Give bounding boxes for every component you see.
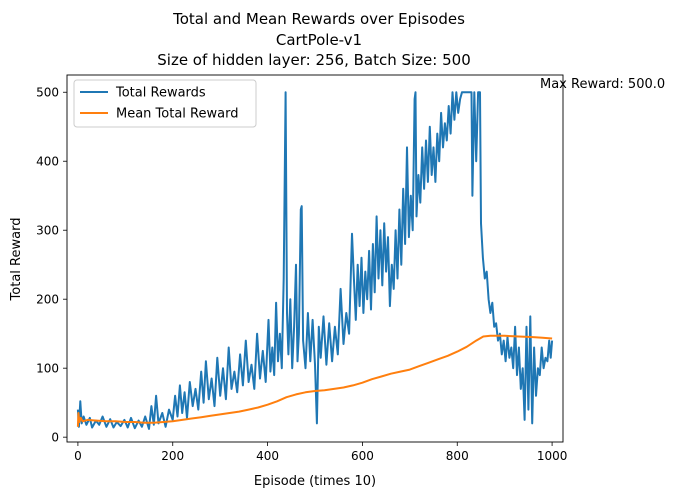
series-layer	[76, 91, 554, 430]
legend: Total Rewards Mean Total Reward	[73, 79, 257, 128]
y-tick-label: 400	[36, 155, 59, 169]
plot-frame	[66, 74, 564, 443]
x-tick-label: 800	[446, 449, 469, 463]
y-tick-label: 300	[36, 224, 59, 238]
legend-label-mean-total-reward: Mean Total Reward	[116, 107, 238, 122]
series-line-mean-total-reward	[76, 334, 553, 427]
y-axis-label: Total Reward	[9, 218, 24, 302]
y-tick-label: 200	[36, 293, 59, 307]
x-tick-label: 600	[351, 449, 374, 463]
x-tick-label: 1000	[537, 449, 568, 463]
x-tick-label: 400	[256, 449, 279, 463]
chart-title-line-1: Total and Mean Rewards over Episodes	[172, 10, 465, 28]
ticks-layer: 0 200 400 600 800 1000 0 100 200 300 400 500	[36, 86, 567, 463]
x-tick-label: 0	[74, 449, 82, 463]
y-tick-label: 0	[51, 431, 59, 445]
legend-box	[73, 79, 257, 128]
chart-title-line-2: CartPole-v1	[276, 31, 362, 49]
series-line-total-rewards	[76, 91, 554, 430]
y-tick-label: 500	[36, 86, 59, 100]
x-tick-label: 200	[161, 449, 184, 463]
chart-title-line-3: Size of hidden layer: 256, Batch Size: 5…	[157, 51, 471, 69]
x-axis-label: Episode (times 10)	[254, 474, 376, 489]
legend-label-total-rewards: Total Rewards	[115, 86, 206, 101]
max-reward-annotation: Max Reward: 500.0	[540, 77, 665, 92]
y-tick-label: 100	[36, 362, 59, 376]
